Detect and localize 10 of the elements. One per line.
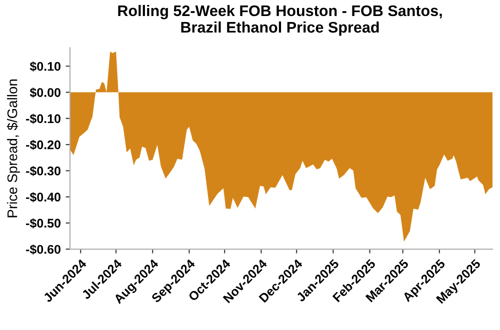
y-tick-label: -$0.20 xyxy=(26,140,60,150)
y-tick-label: -$0.50 xyxy=(26,218,60,228)
y-tick-label: $0.10 xyxy=(30,61,60,72)
y-tick-label: -$0.10 xyxy=(26,114,60,124)
y-tick-label: -$0.30 xyxy=(26,166,60,176)
chart-title: Rolling 52-Week FOB Houston - FOB Santos, Brazil Ethanol Price Spread xyxy=(118,4,442,36)
y-axis-title: Price Spread, $/Gallon xyxy=(6,80,20,218)
y-tick-label: -$0.60 xyxy=(26,244,60,255)
y-tick-label: $0.00 xyxy=(30,88,60,98)
y-tick-label: -$0.40 xyxy=(26,192,60,202)
